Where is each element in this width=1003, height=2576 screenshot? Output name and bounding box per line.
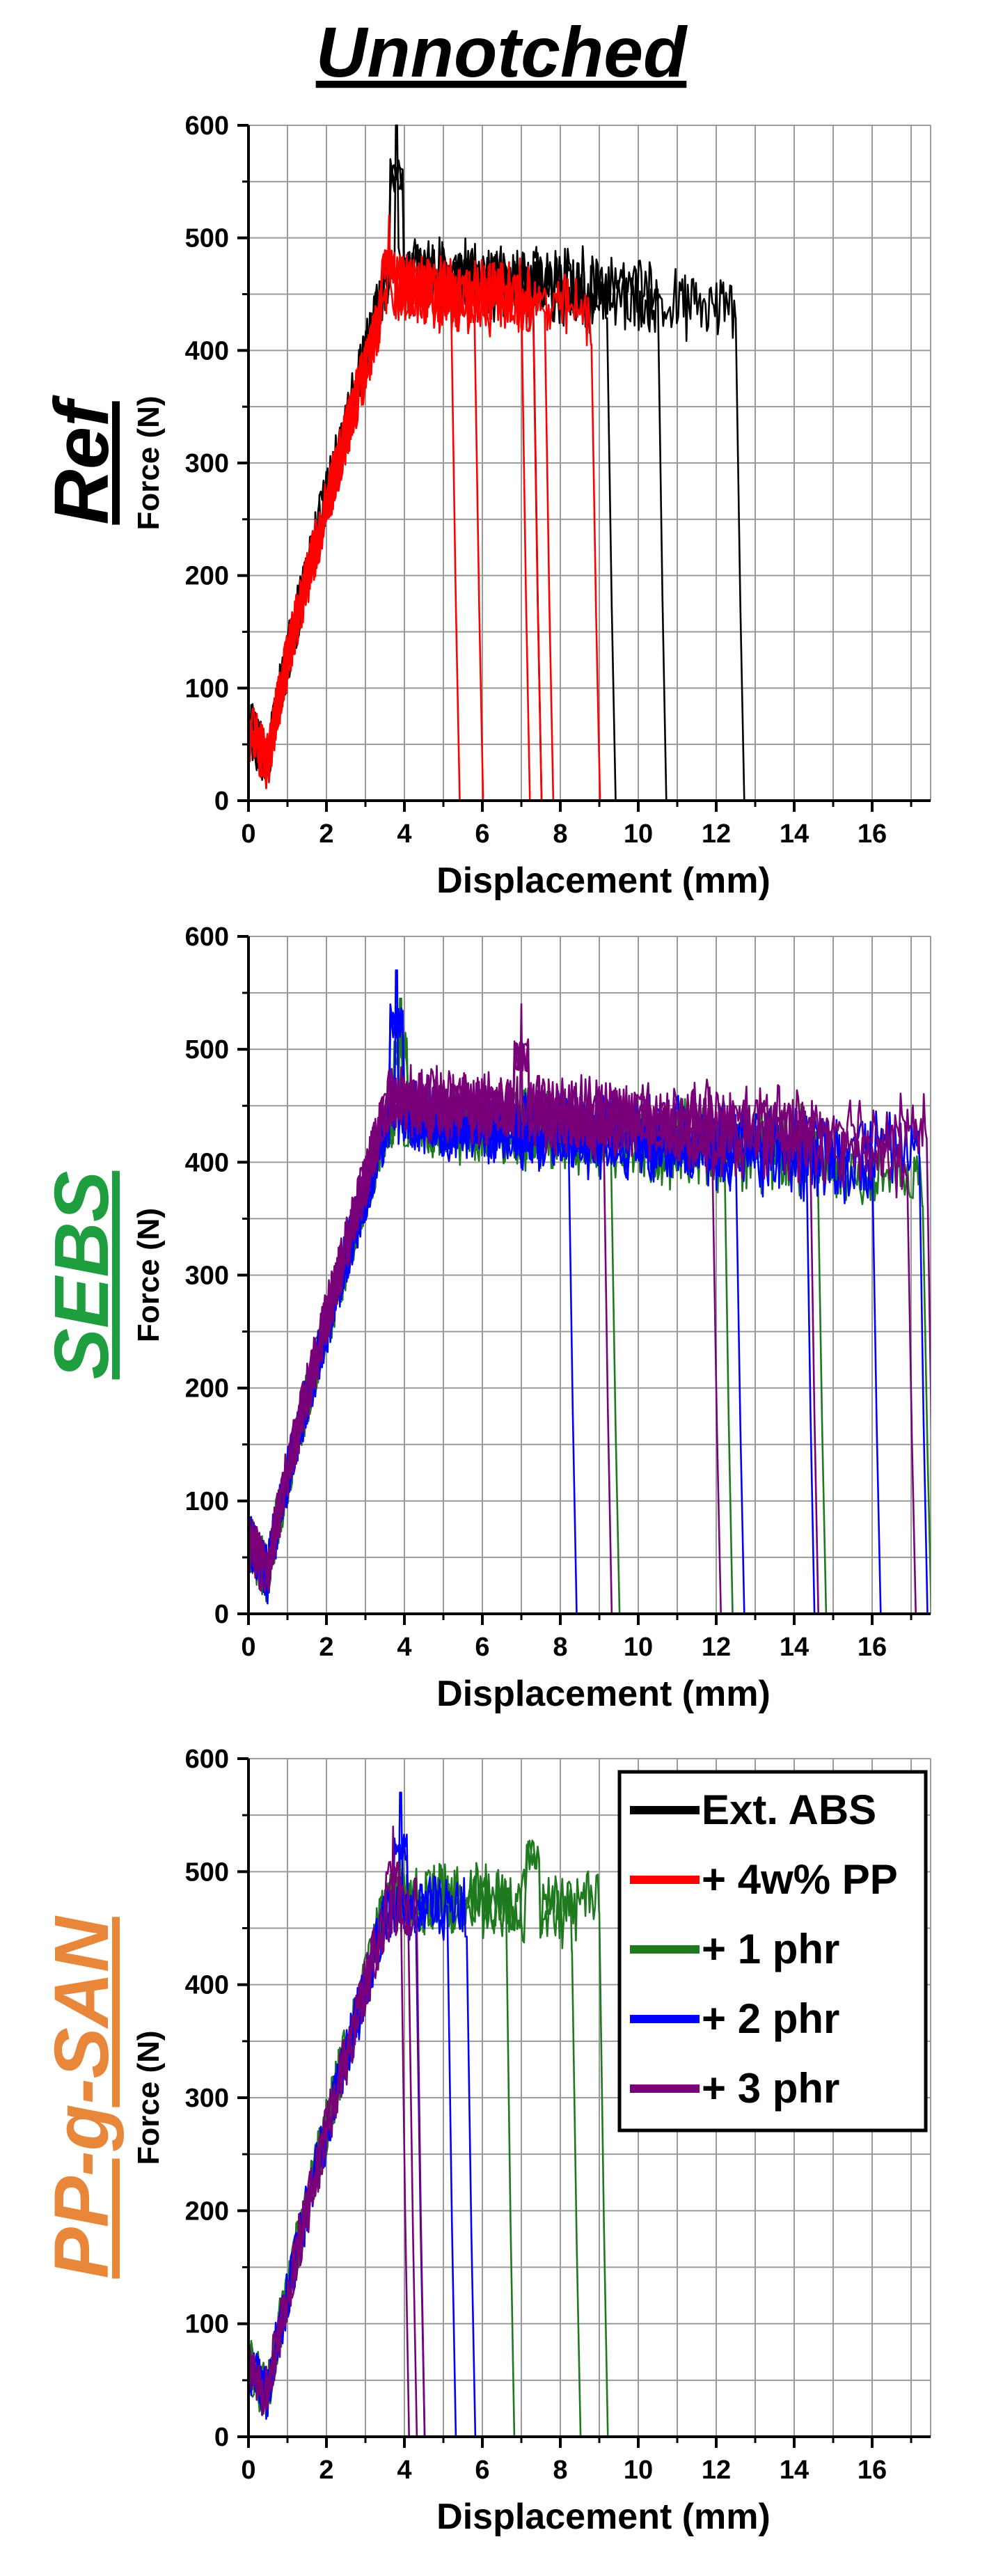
series-group [248, 1791, 609, 2437]
series-line-2-3 [248, 249, 531, 801]
series-line-1-3 [248, 1839, 609, 2437]
x-tick-label: 12 [702, 819, 731, 849]
x-tick-label: 10 [624, 1633, 653, 1662]
x-tick-label: 10 [624, 819, 653, 849]
y-tick-label: 300 [185, 1262, 229, 1291]
x-tick-label: 2 [319, 1633, 333, 1662]
x-tick-label: 14 [780, 1633, 809, 1662]
x-tick-label: 12 [702, 2456, 731, 2485]
y-tick-label: 0 [214, 787, 229, 816]
x-tick-label: 2 [319, 819, 333, 849]
grid [248, 125, 931, 801]
y-tick-label: 500 [185, 1858, 229, 1887]
series-line-3-5 [248, 1038, 931, 1579]
legend-entry: Ext. ABS [630, 1786, 876, 1833]
y-tick-label: 0 [214, 1600, 229, 1629]
x-axis-label: Displacement (mm) [436, 1674, 771, 1714]
legend-entry: + 4w% PP [630, 1856, 898, 1903]
x-tick-label: 10 [624, 2456, 653, 2485]
y-tick-label: 100 [185, 1487, 229, 1516]
x-tick-label: 4 [397, 2456, 411, 2485]
y-axis-label: Force (N) [132, 2030, 166, 2165]
series-line-3-3 [248, 1861, 426, 2437]
y-tick-label: 200 [185, 1374, 229, 1404]
x-tick-label: 8 [553, 1633, 567, 1662]
y-tick-label: 400 [185, 336, 229, 366]
x-tick-label: 8 [553, 2456, 567, 2485]
series-line-2-4 [248, 249, 543, 801]
x-tick-label: 2 [319, 2456, 333, 2485]
x-tick-label: 6 [475, 819, 489, 849]
series-line-3-2 [248, 1863, 418, 2437]
series-line-2-5 [248, 252, 555, 801]
series-group [248, 969, 931, 1614]
x-tick-label: 16 [858, 1633, 887, 1662]
x-tick-label: 6 [475, 1633, 489, 1662]
legend-label: + 1 phr [702, 1926, 839, 1972]
x-tick-label: 12 [702, 1633, 731, 1662]
y-tick-label: 500 [185, 224, 229, 253]
x-tick-label: 14 [780, 2456, 809, 2485]
x-tick-label: 0 [241, 1633, 255, 1662]
x-axis-label: Displacement (mm) [436, 2497, 771, 2537]
y-axis-label: Force (N) [132, 395, 166, 530]
x-axis-label: Displacement (mm) [436, 861, 771, 901]
legend-label: Ext. ABS [702, 1786, 876, 1833]
y-tick-label: 200 [185, 562, 229, 591]
series-group [248, 124, 745, 801]
legend-label: + 2 phr [702, 1995, 839, 2042]
x-tick-label: 4 [397, 1633, 411, 1662]
chart-panel-1: 0 100 200 300 400 500 600 0 2 4 6 8 10 12 14 16 Displace… [39, 111, 931, 901]
y-tick-label: 600 [185, 922, 229, 952]
y-tick-label: 500 [185, 1035, 229, 1065]
series-line-1-4 [248, 158, 745, 801]
y-axis-label: Force (N) [132, 1208, 166, 1342]
y-tick-label: 0 [214, 2423, 229, 2452]
x-tick-label: 16 [858, 819, 887, 849]
grid [248, 936, 931, 1614]
series-line-2-3 [248, 1837, 477, 2437]
panel-label: PP-g-SAN [39, 1915, 125, 2279]
y-tick-label: 400 [185, 1148, 229, 1177]
x-tick-label: 0 [241, 819, 255, 849]
legend-entry: + 1 phr [630, 1926, 839, 1972]
y-tick-label: 100 [185, 674, 229, 703]
series-line-2-6 [248, 252, 601, 801]
legend-label: + 4w% PP [702, 1856, 898, 1903]
y-tick-label: 200 [185, 2197, 229, 2226]
legend-entry: + 2 phr [630, 1995, 839, 2042]
x-tick-label: 8 [553, 819, 567, 849]
x-tick-label: 16 [858, 2456, 887, 2485]
x-tick-label: 4 [397, 819, 411, 849]
y-tick-label: 600 [185, 111, 229, 141]
figure-title: Unnotched [316, 13, 688, 92]
panel-label: Ref [39, 395, 125, 525]
legend-entry: + 3 phr [630, 2065, 839, 2112]
y-tick-label: 300 [185, 449, 229, 478]
y-tick-label: 100 [185, 2310, 229, 2339]
x-tick-label: 6 [475, 2456, 489, 2485]
y-tick-label: 600 [185, 1745, 229, 1774]
legend: Ext. ABS + 4w% PP + 1 phr + 2 phr + 3 phr [617, 1770, 928, 2133]
chart-panel-2: 0 100 200 300 400 500 600 0 2 4 6 8 10 12 14 16 Displace… [39, 922, 931, 1714]
x-tick-label: 0 [241, 2456, 255, 2485]
y-tick-label: 300 [185, 2084, 229, 2113]
x-tick-label: 14 [780, 819, 809, 849]
y-tick-label: 400 [185, 1971, 229, 2000]
legend-label: + 3 phr [702, 2065, 839, 2112]
panel-label: SEBS [39, 1171, 125, 1380]
